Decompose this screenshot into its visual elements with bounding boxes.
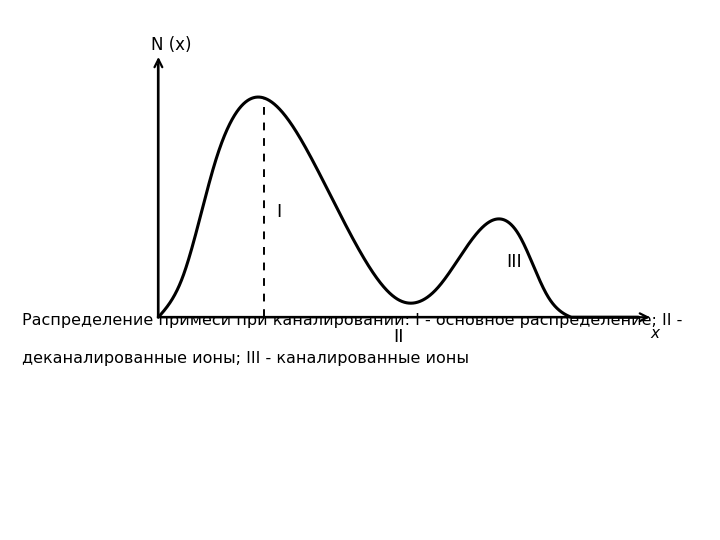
Text: II: II <box>393 328 404 346</box>
Text: x: x <box>651 326 660 341</box>
Text: I: I <box>276 203 282 221</box>
Text: N (x): N (x) <box>151 36 192 54</box>
Text: Распределение примеси при каналировании: I - основное распределение; II -: Распределение примеси при каналировании:… <box>22 313 682 328</box>
Text: III: III <box>506 253 522 271</box>
Text: деканалированные ионы; III - каналированные ионы: деканалированные ионы; III - каналирован… <box>22 351 469 366</box>
